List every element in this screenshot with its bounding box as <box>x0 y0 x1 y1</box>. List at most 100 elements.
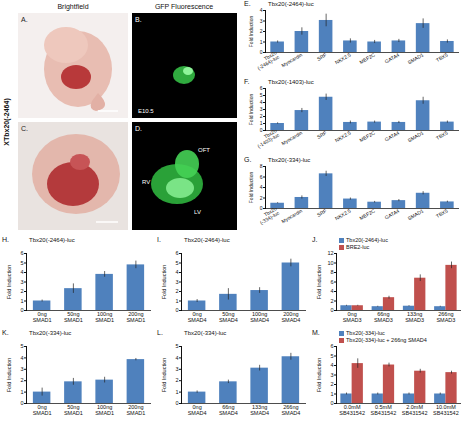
svg-text:Myocardin: Myocardin <box>280 51 303 68</box>
svg-text:3: 3 <box>175 366 178 372</box>
svg-text:6: 6 <box>175 250 178 256</box>
svg-text:12: 12 <box>327 250 333 256</box>
svg-text:Fold Induction: Fold Induction <box>316 265 322 300</box>
svg-text:2: 2 <box>20 288 23 294</box>
svg-text:0: 0 <box>175 400 178 406</box>
svg-text:6: 6 <box>330 279 333 285</box>
svg-text:2: 2 <box>260 113 263 119</box>
svg-text:5: 5 <box>175 343 178 349</box>
svg-text:0: 0 <box>20 307 23 313</box>
svg-text:8: 8 <box>330 269 333 275</box>
svg-text:10: 10 <box>327 260 333 266</box>
svg-text:0ngSMAD3: 0ngSMAD3 <box>343 311 362 323</box>
svg-text:Fold Induction: Fold Induction <box>248 94 254 126</box>
svg-text:2: 2 <box>260 28 263 34</box>
svg-text:1: 1 <box>20 298 23 304</box>
svg-text:6: 6 <box>20 250 23 256</box>
svg-text:4: 4 <box>330 362 333 368</box>
svg-text:Fold Induction: Fold Induction <box>248 172 254 204</box>
svg-text:50ngSMAD1: 50ngSMAD1 <box>64 311 83 323</box>
svg-text:266ngSMAD3: 266ngSMAD3 <box>436 311 455 323</box>
svg-text:NKX2.5: NKX2.5 <box>334 207 352 221</box>
svg-text:TBX5: TBX5 <box>435 129 449 141</box>
svg-text:B.: B. <box>135 16 142 23</box>
svg-text:2.0mMSB431542: 2.0mMSB431542 <box>402 404 428 416</box>
svg-text:4: 4 <box>260 99 263 105</box>
svg-text:10.0mMSB431542: 10.0mMSB431542 <box>433 404 459 416</box>
svg-text:0ngSMAD4: 0ngSMAD4 <box>188 404 207 416</box>
svg-text:5: 5 <box>260 92 263 98</box>
svg-text:0: 0 <box>330 400 333 406</box>
svg-text:2: 2 <box>20 377 23 383</box>
svg-text:50ngSMAD1: 50ngSMAD1 <box>64 404 83 416</box>
svg-text:0: 0 <box>175 307 178 313</box>
svg-text:3: 3 <box>20 279 23 285</box>
svg-text:4: 4 <box>260 7 263 13</box>
svg-text:SMAD1: SMAD1 <box>406 207 424 221</box>
svg-text:266ngSMAD4: 266ngSMAD4 <box>281 404 300 416</box>
svg-text:3: 3 <box>20 366 23 372</box>
svg-text:200ngSMAD4: 200ngSMAD4 <box>281 311 300 323</box>
svg-text:66ngSMAD4: 66ngSMAD4 <box>219 404 238 416</box>
svg-text:5: 5 <box>330 353 333 359</box>
svg-text:GFP Fluorescence: GFP Fluorescence <box>155 3 213 10</box>
svg-text:MEF2C: MEF2C <box>358 51 376 65</box>
svg-text:0: 0 <box>330 307 333 313</box>
svg-text:0: 0 <box>260 49 263 55</box>
svg-text:5: 5 <box>20 343 23 349</box>
svg-text:0: 0 <box>20 400 23 406</box>
svg-text:0ngSMAD1: 0ngSMAD1 <box>33 404 52 416</box>
svg-text:Fold Induction: Fold Induction <box>6 265 12 300</box>
svg-text:TBX5: TBX5 <box>435 207 449 219</box>
svg-text:Fold Induction: Fold Induction <box>248 16 254 48</box>
svg-text:3: 3 <box>330 372 333 378</box>
svg-text:MEF2C: MEF2C <box>358 129 376 143</box>
svg-text:133ngSMAD4: 133ngSMAD4 <box>250 404 269 416</box>
svg-text:GATA4: GATA4 <box>384 51 401 64</box>
svg-text:4: 4 <box>330 288 333 294</box>
svg-text:Brightfield: Brightfield <box>57 3 88 11</box>
svg-text:Fold Induction: Fold Induction <box>6 358 12 393</box>
svg-text:3: 3 <box>260 106 263 112</box>
svg-text:50ngSMAD4: 50ngSMAD4 <box>219 311 238 323</box>
svg-text:6: 6 <box>260 174 263 180</box>
svg-text:GATA4: GATA4 <box>384 129 401 142</box>
svg-text:SRF: SRF <box>316 52 328 62</box>
svg-text:Fold Induction: Fold Induction <box>161 265 167 300</box>
svg-text:1: 1 <box>260 39 263 45</box>
svg-text:XTbx20(-2464): XTbx20(-2464) <box>3 98 11 145</box>
svg-text:4: 4 <box>260 184 263 190</box>
svg-text:SMAD1: SMAD1 <box>406 129 424 143</box>
svg-text:C.: C. <box>21 125 28 132</box>
svg-text:TBX5: TBX5 <box>435 51 449 63</box>
svg-text:1: 1 <box>20 389 23 395</box>
svg-text:2: 2 <box>175 377 178 383</box>
svg-text:200ngSMAD1: 200ngSMAD1 <box>126 404 145 416</box>
svg-text:GATA4: GATA4 <box>384 207 401 220</box>
svg-text:5: 5 <box>20 260 23 266</box>
svg-text:2: 2 <box>330 381 333 387</box>
svg-text:200ngSMAD1: 200ngSMAD1 <box>126 311 145 323</box>
svg-text:1: 1 <box>330 391 333 397</box>
svg-text:100ngSMAD4: 100ngSMAD4 <box>250 311 269 323</box>
svg-text:3: 3 <box>260 18 263 24</box>
svg-text:5: 5 <box>175 260 178 266</box>
svg-text:2: 2 <box>260 195 263 201</box>
svg-text:66ngSMAD3: 66ngSMAD3 <box>374 311 393 323</box>
svg-text:0: 0 <box>260 127 263 133</box>
svg-text:0ngSMAD4: 0ngSMAD4 <box>188 311 207 323</box>
svg-text:4: 4 <box>175 269 178 275</box>
svg-text:4: 4 <box>20 355 23 361</box>
svg-text:0: 0 <box>260 205 263 211</box>
svg-text:2: 2 <box>330 298 333 304</box>
svg-text:1: 1 <box>260 120 263 126</box>
svg-text:4: 4 <box>175 355 178 361</box>
svg-text:0.5mMSB431542: 0.5mMSB431542 <box>371 404 397 416</box>
svg-text:D.: D. <box>135 125 142 132</box>
svg-text:Myocardin: Myocardin <box>280 207 303 224</box>
svg-text:MEF2C: MEF2C <box>358 207 376 221</box>
svg-text:Myocardin: Myocardin <box>280 129 303 146</box>
svg-text:RV: RV <box>142 179 150 185</box>
svg-text:100ngSMAD1: 100ngSMAD1 <box>95 404 114 416</box>
svg-text:NKX2.5: NKX2.5 <box>334 129 352 143</box>
